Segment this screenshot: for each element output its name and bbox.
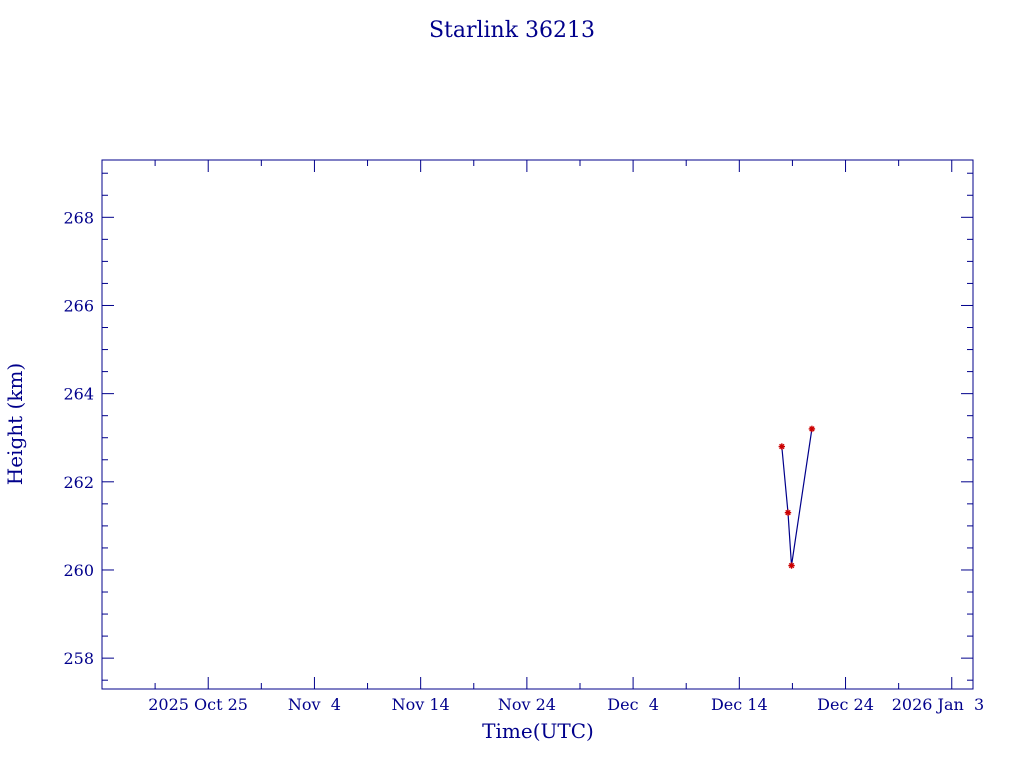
marker-stroke [785, 509, 791, 516]
y-tick-label: 262 [63, 473, 94, 492]
marker-stroke [788, 562, 795, 569]
data-point [784, 509, 792, 516]
chart-title: Starlink 36213 [429, 18, 595, 43]
y-tick-label: 266 [63, 296, 94, 315]
x-tick-label: Nov 4 [288, 695, 341, 714]
x-tick-label: Dec 4 [607, 695, 659, 714]
marker-stroke [809, 426, 815, 432]
y-tick-label: 258 [63, 649, 94, 668]
series-line [781, 428, 813, 566]
x-tick-label: Dec 24 [817, 695, 874, 714]
y-axis: 258 260 262 264 266 268 [63, 172, 973, 681]
marker-stroke [779, 443, 785, 450]
x-axis-title: Time(UTC) [482, 719, 594, 743]
y-tick-label: 264 [63, 385, 94, 404]
plot-frame [101, 159, 974, 690]
y-tick-label: 268 [63, 208, 94, 227]
x-tick-label: Nov 24 [498, 695, 556, 714]
data-point [808, 425, 816, 433]
x-axis: 2025 Oct 25 Nov 4 Nov 14 Nov 24 Dec 4 Dec 14 D… [101, 160, 984, 714]
y-axis-title: Height (km) [3, 363, 27, 485]
data-point [778, 443, 786, 450]
y-tick-label: 260 [63, 561, 94, 580]
data-point [788, 562, 795, 569]
x-tick-label: 2025 Oct 25 [148, 695, 248, 714]
x-tick-label: Nov 14 [392, 695, 450, 714]
x-tick-label: Dec 14 [711, 695, 768, 714]
x-tick-label: 2026 Jan 3 [892, 695, 984, 714]
series-group [778, 425, 816, 569]
